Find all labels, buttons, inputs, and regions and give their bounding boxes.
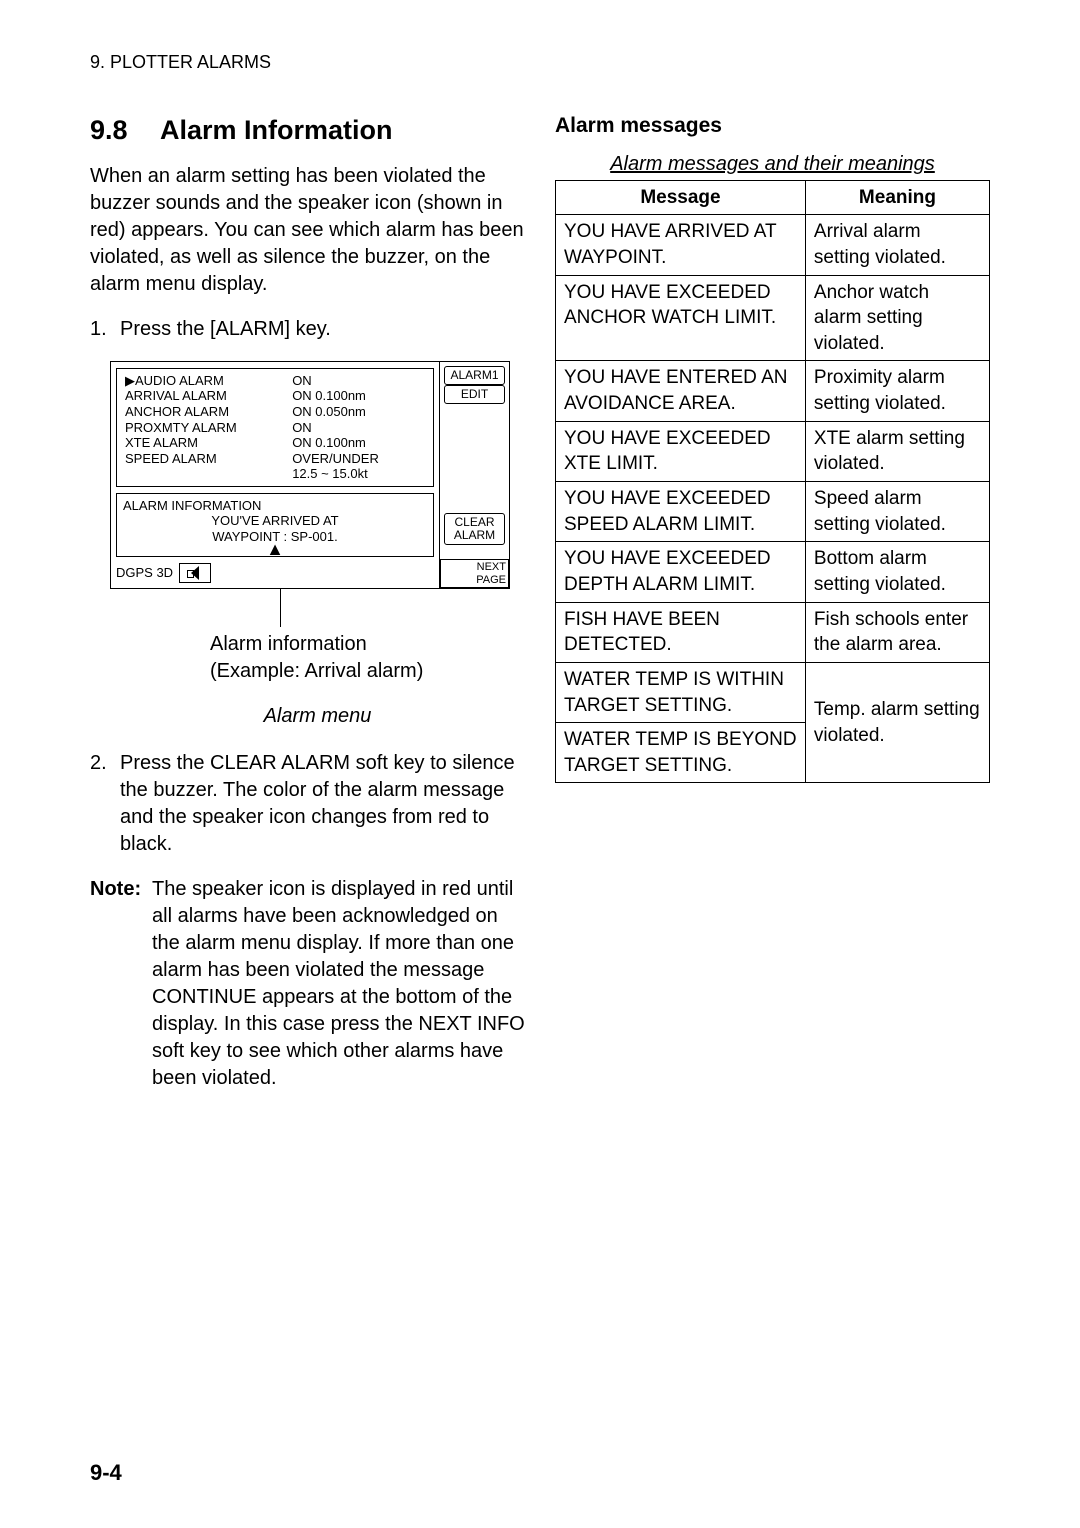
softkey-clear-alarm: CLEAR ALARM [444, 513, 505, 545]
alarm-row-value: ON [290, 420, 427, 436]
page-number: 9-4 [90, 1458, 122, 1488]
note-body: The speaker icon is displayed in red unt… [152, 876, 525, 1092]
alarm-row-value: ON 0.100nm [290, 435, 427, 451]
meaning-cell: Bottom alarm setting violated. [805, 542, 989, 602]
msg-cell: YOU HAVE EXCEEDED SPEED ALARM LIMIT. [556, 482, 806, 542]
note-label: Note: [90, 876, 152, 1092]
alarm-info-title: ALARM INFORMATION [123, 498, 427, 514]
msg-cell: YOU HAVE EXCEEDED XTE LIMIT. [556, 421, 806, 481]
msg-cell: WATER TEMP IS BEYOND TARGET SETTING. [556, 723, 806, 783]
alarm-row-label: XTE ALARM [123, 435, 290, 451]
alarm-row-label: ANCHOR ALARM [123, 404, 290, 420]
meaning-cell: Proximity alarm setting violated. [805, 361, 989, 421]
note-block: Note: The speaker icon is displayed in r… [90, 876, 525, 1092]
alarm-row-label: SPEED ALARM [123, 451, 290, 467]
alarm-row-label: PROXMTY ALARM [123, 420, 290, 436]
th-meaning: Meaning [805, 180, 989, 215]
msg-cell: YOU HAVE EXCEEDED DEPTH ALARM LIMIT. [556, 542, 806, 602]
msg-cell: WATER TEMP IS WITHIN TARGET SETTING. [556, 662, 806, 722]
alarm-row-value: ON 0.050nm [290, 404, 427, 420]
figure-callout: Alarm information (Example: Arrival alar… [210, 631, 525, 685]
table-caption: Alarm messages and their meanings [555, 151, 990, 178]
intro-paragraph: When an alarm setting has been violated … [90, 163, 525, 298]
softkey-column: ALARM1 EDIT CLEAR ALARM NEXT PAGE [439, 362, 509, 588]
alarm-messages-heading: Alarm messages [555, 112, 990, 140]
right-column: Alarm messages Alarm messages and their … [555, 112, 990, 1105]
alarm-row-value: ON [290, 373, 427, 389]
speaker-status-box [179, 563, 211, 583]
step-1-number: 1. [90, 316, 120, 343]
softkey-line: ALARM [446, 529, 503, 542]
msg-cell: YOU HAVE ENTERED AN AVOIDANCE AREA. [556, 361, 806, 421]
step-1-text: Press the [ALARM] key. [120, 316, 331, 343]
callout-line2: (Example: Arrival alarm) [210, 660, 423, 682]
softkey-line: NEXT [443, 561, 506, 573]
msg-cell: YOU HAVE ARRIVED AT WAYPOINT. [556, 215, 806, 275]
section-heading: 9.8Alarm Information [90, 112, 525, 148]
alarm-info-line1: YOU'VE ARRIVED AT [123, 513, 427, 529]
meaning-cell: Fish schools enter the alarm area. [805, 602, 989, 662]
step-2-text: Press the CLEAR ALARM soft key to silenc… [120, 750, 525, 858]
callout-line1: Alarm information [210, 633, 367, 655]
meaning-cell: Speed alarm setting violated. [805, 482, 989, 542]
callout-leader-line [280, 589, 281, 627]
step-2: 2. Press the CLEAR ALARM soft key to sil… [90, 750, 525, 858]
alarm-info-panel: ALARM INFORMATION YOU'VE ARRIVED AT WAYP… [116, 493, 434, 557]
msg-cell: YOU HAVE EXCEEDED ANCHOR WATCH LIMIT. [556, 275, 806, 361]
status-bar: DGPS 3D [116, 563, 434, 583]
gps-status: DGPS 3D [116, 565, 173, 581]
up-arrow-icon: ▲ [123, 545, 427, 554]
alarm-row-label: ARRIVAL ALARM [123, 388, 290, 404]
chapter-header: 9. PLOTTER ALARMS [90, 50, 990, 74]
section-number: 9.8 [90, 112, 160, 148]
th-message: Message [556, 180, 806, 215]
alarm-row-value: OVER/UNDER [290, 451, 427, 467]
alarm-row-value: ON 0.100nm [290, 388, 427, 404]
alarm-menu-figure: ▶AUDIO ALARMON ARRIVAL ALARMON 0.100nm A… [110, 361, 525, 730]
figure-caption: Alarm menu [110, 703, 525, 730]
speaker-icon [187, 566, 203, 580]
alarm-list-panel: ▶AUDIO ALARMON ARRIVAL ALARMON 0.100nm A… [116, 368, 434, 487]
softkey-edit: EDIT [444, 385, 505, 404]
msg-cell: FISH HAVE BEEN DETECTED. [556, 602, 806, 662]
meaning-cell: Arrival alarm setting violated. [805, 215, 989, 275]
left-column: 9.8Alarm Information When an alarm setti… [90, 112, 525, 1105]
meaning-cell: Temp. alarm setting violated. [805, 662, 989, 783]
step-2-number: 2. [90, 750, 120, 858]
alarm-messages-table: Message Meaning YOU HAVE ARRIVED AT WAYP… [555, 180, 990, 784]
alarm-row-label: ▶AUDIO ALARM [123, 373, 290, 389]
softkey-alarm1: ALARM1 [444, 366, 505, 385]
softkey-next-page: NEXT PAGE [440, 559, 509, 587]
section-title-text: Alarm Information [160, 115, 393, 145]
softkey-line: PAGE [443, 574, 506, 586]
alarm-row-label [123, 466, 290, 482]
step-1: 1. Press the [ALARM] key. [90, 316, 525, 343]
meaning-cell: XTE alarm setting violated. [805, 421, 989, 481]
meaning-cell: Anchor watch alarm setting violated. [805, 275, 989, 361]
alarm-row-value: 12.5 ~ 15.0kt [290, 466, 427, 482]
